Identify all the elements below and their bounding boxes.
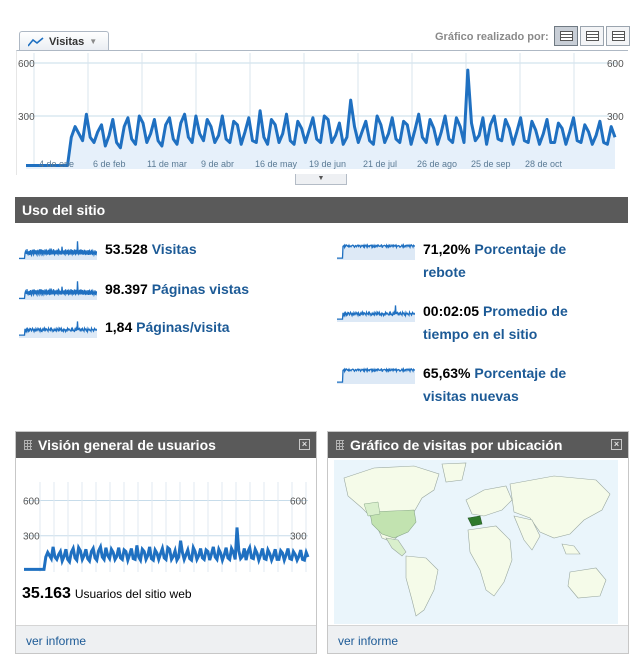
y-tick-label-left: 600 [23, 496, 40, 507]
users-series-line [24, 527, 310, 571]
metric-rebote: 71,20% Porcentaje de rebote [337, 238, 566, 284]
drag-handle-icon[interactable] [24, 440, 32, 450]
week-view-icon[interactable] [580, 26, 604, 46]
y-tick-label-left: 600 [18, 59, 35, 70]
world-map-graphic [343, 462, 611, 617]
users-count-value: 35.163 [22, 585, 71, 602]
ver-informe-link[interactable]: ver informe [338, 634, 399, 648]
users-overview-widget: Visión general de usuarios × 600 300 600 30… [15, 431, 317, 654]
metric-value: 65,63% [423, 365, 471, 381]
metric-tiempo: 00:02:05 Promedio de tiempo en el sitio [337, 300, 568, 346]
metric-link-paginas-visita[interactable]: Páginas/visita [136, 319, 230, 335]
metric-value: 00:02:05 [423, 303, 480, 319]
metric-value: 1,84 [105, 319, 133, 335]
visits-line-chart[interactable]: 600 300 600 300 4 de ene 6 de feb 11 de mar 9 d… [0, 0, 633, 190]
metric-value: 53.528 [105, 241, 148, 257]
x-tick-label: 25 de sep [471, 159, 511, 169]
x-tick-label: 28 de oct [525, 159, 563, 169]
y-tick-label-right: 300 [607, 112, 624, 123]
metric-value: 71,20% [423, 241, 471, 257]
metric-link-rebote[interactable]: Porcentaje de [474, 241, 567, 257]
y-tick-label-right: 600 [607, 59, 624, 70]
metric-value: 98.397 [105, 281, 148, 297]
metric-link-paginas-vistas[interactable]: Páginas vistas [151, 281, 249, 297]
x-tick-label: 21 de jul [363, 159, 397, 169]
metric-link-rebote-2[interactable]: rebote [423, 264, 466, 280]
y-tick-label-left: 300 [23, 532, 40, 543]
y-tick-label-left: 300 [18, 112, 35, 123]
widget-title: Visión general de usuarios [38, 437, 216, 453]
metric-link-visitas-nuevas-2[interactable]: visitas nuevas [423, 388, 519, 404]
metric-paginas-visita: 1,84 Páginas/visita [19, 316, 230, 339]
sparkline [19, 281, 97, 300]
x-tick-label: 11 de mar [147, 159, 187, 169]
x-tick-label: 16 de may [255, 159, 298, 169]
world-map[interactable] [334, 460, 618, 624]
chart-collapse-toggle[interactable]: ▼ [295, 174, 347, 185]
y-tick-label-right: 300 [290, 532, 307, 543]
sparkline [337, 366, 415, 384]
metric-visitas-nuevas: 65,63% Porcentaje de visitas nuevas [337, 362, 566, 408]
day-view-icon[interactable] [554, 26, 578, 46]
x-tick-label: 4 de ene [39, 159, 74, 169]
visits-chart-frame [16, 50, 628, 175]
sparkline [337, 305, 415, 322]
visitas-metric-tab[interactable]: Visitas ▼ [19, 31, 109, 51]
sparkline [337, 242, 415, 260]
location-map-widget: Gráfico de visitas por ubicación × [327, 431, 629, 654]
sparkline [19, 241, 97, 260]
visits-area [26, 70, 615, 169]
close-icon[interactable]: × [299, 439, 310, 450]
graphed-by-label: Gráfico realizado por: [435, 31, 549, 43]
x-tick-label: 19 de jun [309, 159, 346, 169]
view-buttons [554, 26, 630, 46]
metric-link-tiempo-2[interactable]: tiempo en el sitio [423, 326, 538, 342]
x-tick-label: 9 de abr [201, 159, 234, 169]
metric-visitas: 53.528 Visitas [19, 238, 197, 261]
line-chart-icon [28, 36, 44, 47]
x-tick-label: 6 de feb [93, 159, 126, 169]
widget-title: Gráfico de visitas por ubicación [350, 437, 563, 453]
close-icon[interactable]: × [611, 439, 622, 450]
widget-header[interactable]: Gráfico de visitas por ubicación × [328, 432, 628, 458]
visits-series-line [26, 68, 617, 167]
chevron-down-icon[interactable]: ▼ [89, 37, 98, 46]
y-tick-label-right: 600 [290, 496, 307, 507]
metric-link-tiempo[interactable]: Promedio de [482, 303, 568, 319]
ver-informe-link[interactable]: ver informe [26, 634, 87, 648]
users-count: 35.163 Usuarios del sitio web [22, 585, 192, 603]
visitas-tab-label: Visitas [49, 35, 85, 48]
users-count-label: Usuarios del sitio web [74, 587, 192, 601]
drag-handle-icon[interactable] [336, 440, 344, 450]
month-view-icon[interactable] [606, 26, 630, 46]
sparkline [19, 321, 97, 338]
widget-header[interactable]: Visión general de usuarios × [16, 432, 316, 458]
x-tick-label: 26 de ago [417, 159, 457, 169]
metric-link-visitas-nuevas[interactable]: Porcentaje de [474, 365, 567, 381]
metric-paginas-vistas: 98.397 Páginas vistas [19, 278, 249, 301]
users-line-chart: 600 300 600 300 [23, 482, 310, 572]
metric-link-visitas[interactable]: Visitas [151, 241, 197, 257]
site-usage-header: Uso del sitio [15, 197, 628, 223]
